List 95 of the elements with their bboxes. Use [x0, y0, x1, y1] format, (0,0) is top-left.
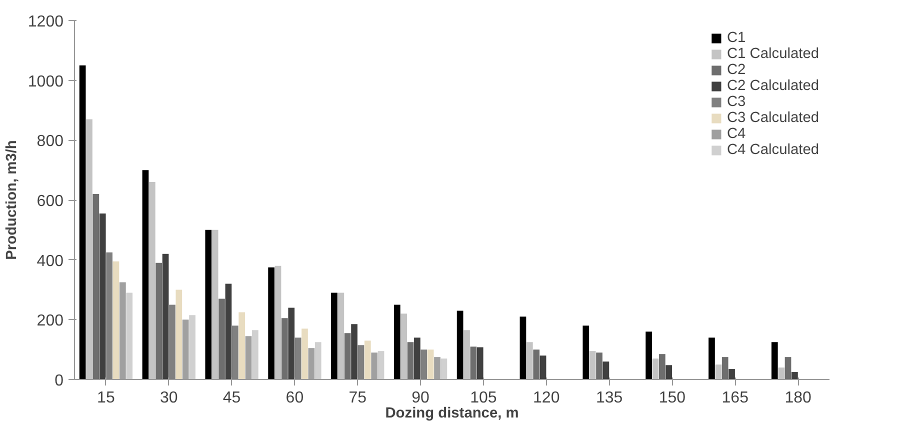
bar — [232, 326, 238, 380]
bar — [582, 326, 590, 380]
bar — [792, 372, 798, 380]
y-tick-label: 1200 — [28, 14, 64, 30]
bar — [364, 340, 371, 380]
x-tick-label: 30 — [160, 390, 178, 406]
bar — [142, 170, 149, 380]
y-tick-label: 400 — [36, 252, 64, 270]
bar — [282, 318, 288, 380]
x-tick-label: 15 — [97, 390, 115, 406]
bar — [344, 333, 351, 380]
bar — [407, 342, 414, 380]
bar — [176, 290, 182, 380]
legend-label: C4 Calculated — [726, 142, 819, 158]
bar — [533, 350, 540, 380]
bar — [470, 346, 477, 380]
bar — [427, 350, 434, 380]
bar — [225, 284, 232, 380]
bar — [274, 266, 282, 380]
bar — [784, 357, 792, 380]
bar — [205, 230, 212, 380]
bar — [456, 310, 464, 380]
y-tick-label: 200 — [36, 312, 64, 330]
bar — [238, 312, 245, 380]
bar — [268, 267, 274, 380]
x-tick-label: 135 — [596, 390, 623, 406]
bar — [526, 342, 533, 380]
y-tick-label: 1000 — [28, 73, 64, 90]
bar — [148, 182, 156, 380]
bar — [666, 365, 672, 380]
x-tick-label: 90 — [412, 390, 430, 406]
legend-label: C1 — [726, 30, 747, 46]
x-tick-label: 165 — [722, 390, 749, 406]
legend-label: C3 — [726, 94, 747, 110]
bar — [400, 314, 408, 380]
x-axis-title: Dozing distance, m — [385, 406, 519, 422]
x-tick-label: 75 — [348, 390, 367, 406]
bar — [722, 357, 728, 380]
bar — [302, 328, 308, 380]
bar — [464, 330, 470, 380]
bar — [476, 347, 484, 380]
bar — [86, 119, 92, 380]
y-axis-title: Production, m3/h — [4, 140, 20, 260]
bar — [99, 213, 106, 380]
x-tick-label: 180 — [784, 390, 812, 406]
bar — [715, 364, 722, 380]
bar — [189, 315, 196, 380]
bar — [394, 304, 400, 380]
bar — [156, 262, 162, 380]
bar — [126, 292, 133, 380]
x-tick-label: 105 — [470, 390, 497, 406]
bar — [79, 65, 86, 380]
y-tick-label: 800 — [36, 133, 64, 150]
bar — [414, 338, 420, 380]
y-tick-label: 600 — [36, 193, 64, 210]
bar — [288, 308, 295, 380]
bar — [602, 362, 610, 380]
bar — [708, 338, 715, 380]
bar — [218, 298, 225, 380]
legend-label: C4 — [726, 126, 747, 142]
bar — [162, 254, 169, 380]
legend-label: C3 Calculated — [726, 110, 819, 126]
legend-label: C2 — [726, 62, 747, 78]
x-tick-label: 45 — [222, 390, 241, 406]
x-tick-label: 150 — [658, 390, 686, 406]
bar — [351, 324, 358, 380]
x-tick-label: 120 — [533, 390, 560, 406]
bar — [212, 230, 218, 380]
bar — [520, 316, 526, 380]
y-tick-label: 0 — [54, 372, 64, 390]
bar — [378, 351, 384, 380]
legend-label: C1 Calculated — [726, 46, 819, 62]
bar — [440, 358, 448, 380]
bar — [331, 292, 338, 380]
bar — [338, 292, 344, 380]
bar — [771, 342, 778, 380]
bar — [294, 338, 302, 380]
bar — [112, 261, 120, 380]
bar — [106, 252, 112, 380]
bar — [589, 351, 596, 380]
bar — [358, 345, 364, 380]
bar — [540, 356, 546, 380]
legend-label: C2 Calculated — [726, 78, 819, 94]
bar — [646, 332, 652, 380]
bar — [252, 330, 258, 380]
bar — [778, 368, 785, 380]
bar — [659, 354, 666, 380]
bar — [314, 342, 322, 380]
bar — [420, 350, 428, 380]
bar — [169, 304, 176, 380]
bar — [596, 352, 602, 380]
bar — [652, 358, 659, 380]
x-tick-label: 60 — [286, 390, 304, 406]
bar — [92, 194, 100, 380]
bar — [728, 369, 735, 380]
